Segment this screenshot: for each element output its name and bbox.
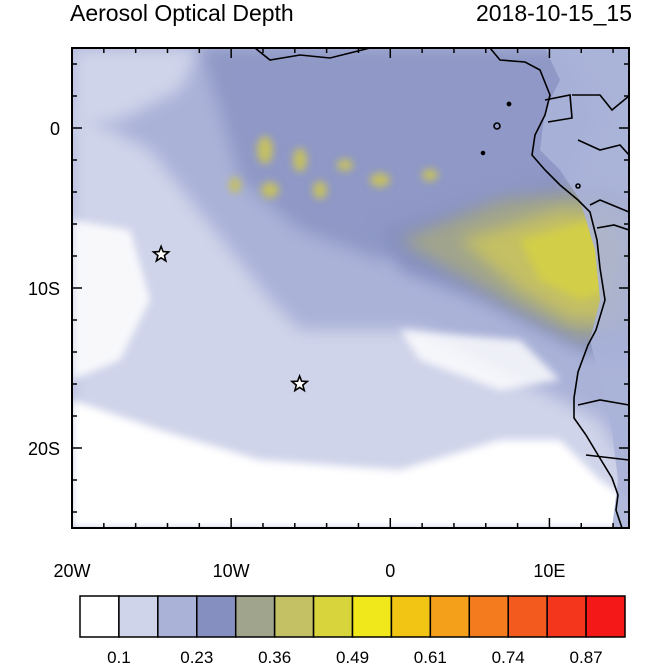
colorbar-box — [429, 595, 471, 638]
colorbar-box — [312, 595, 354, 638]
x-tick-label: 20W — [53, 561, 90, 581]
colorbar-box — [273, 595, 315, 638]
colorbar-box — [351, 595, 393, 638]
colorbar-box — [390, 595, 432, 638]
map-timestamp: 2018-10-15_15 — [475, 0, 632, 26]
colorbar-labels: 0.1 0.23 0.36 0.49 0.61 0.74 0.87 — [107, 648, 603, 667]
colorbar-label: 0.61 — [414, 648, 447, 667]
station-markers — [151, 244, 310, 393]
colorbar-box — [507, 595, 548, 638]
y-tick-label: 20S — [28, 439, 60, 459]
colorbar-box — [546, 595, 587, 638]
colorbar-label: 0.74 — [492, 648, 525, 667]
colorbar-box — [79, 595, 120, 638]
y-axis-labels: 0 10S 20S — [28, 119, 60, 459]
coastline — [254, 48, 629, 528]
colorbar-label: 0.1 — [107, 648, 131, 667]
x-tick-label: 10E — [533, 561, 565, 581]
y-tick-label: 0 — [50, 119, 60, 139]
colorbar-label: 0.49 — [336, 648, 369, 667]
colorbar-label: 0.23 — [180, 648, 213, 667]
station-star — [151, 244, 171, 263]
x-axis-labels: 20W 10W 0 10E — [53, 561, 565, 581]
station-star — [289, 373, 310, 393]
colorbar-box — [157, 595, 198, 638]
colorbar-label: 0.87 — [570, 648, 603, 667]
colorbar-box — [585, 595, 626, 638]
colorbar-box — [468, 595, 509, 638]
axis-ticks — [71, 48, 629, 528]
aod-field — [72, 48, 629, 528]
colorbar-box — [196, 595, 237, 638]
colorbar-label: 0.36 — [258, 648, 291, 667]
colorbar-box — [118, 595, 159, 638]
colorbar — [79, 595, 626, 638]
x-tick-label: 0 — [385, 561, 395, 581]
y-tick-label: 10S — [28, 279, 60, 299]
colorbar-box — [234, 595, 276, 638]
map-title: Aerosol Optical Depth — [70, 0, 294, 26]
x-tick-label: 10W — [213, 561, 250, 581]
